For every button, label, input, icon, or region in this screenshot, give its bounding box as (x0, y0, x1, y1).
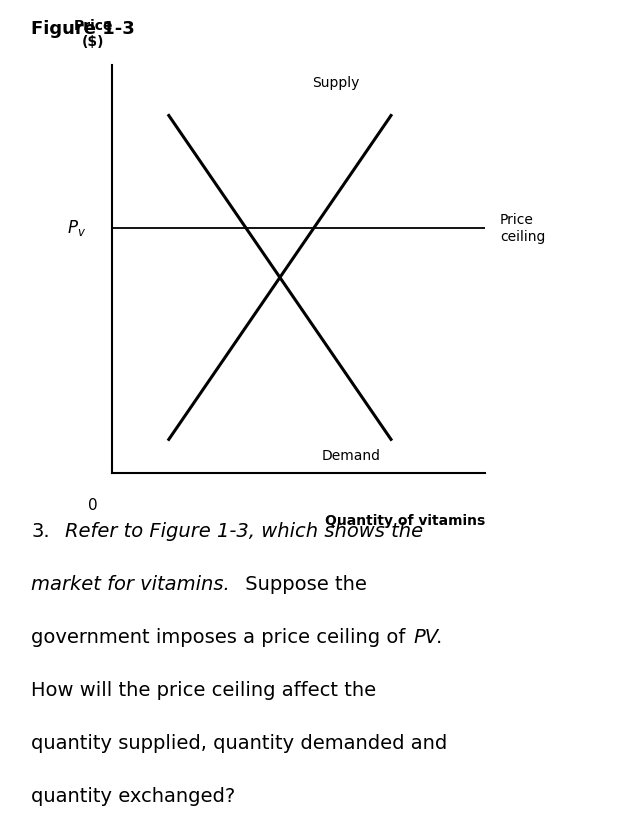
Text: $\mathit{P}_\mathit{v}$: $\mathit{P}_\mathit{v}$ (67, 219, 86, 238)
Text: 3.: 3. (31, 522, 50, 541)
Text: .: . (435, 628, 442, 647)
Text: PV: PV (414, 628, 439, 647)
Text: government imposes a price ceiling of: government imposes a price ceiling of (31, 628, 412, 647)
Text: market for vitamins.: market for vitamins. (31, 575, 230, 594)
Text: How will the price ceiling affect the: How will the price ceiling affect the (31, 681, 376, 700)
Text: quantity supplied, quantity demanded and: quantity supplied, quantity demanded and (31, 734, 447, 753)
Text: quantity exchanged?: quantity exchanged? (31, 787, 235, 806)
Text: Suppose the: Suppose the (239, 575, 368, 594)
Text: Refer to Figure 1-3, which shows the: Refer to Figure 1-3, which shows the (65, 522, 424, 541)
Text: Quantity of vitamins: Quantity of vitamins (325, 514, 485, 528)
Text: Demand: Demand (322, 449, 380, 463)
Text: Supply: Supply (312, 76, 360, 90)
Text: Price
ceiling: Price ceiling (500, 213, 545, 244)
Text: Price
($): Price ($) (73, 19, 113, 49)
Text: Figure 1-3: Figure 1-3 (31, 20, 135, 38)
Text: 0: 0 (88, 498, 98, 512)
